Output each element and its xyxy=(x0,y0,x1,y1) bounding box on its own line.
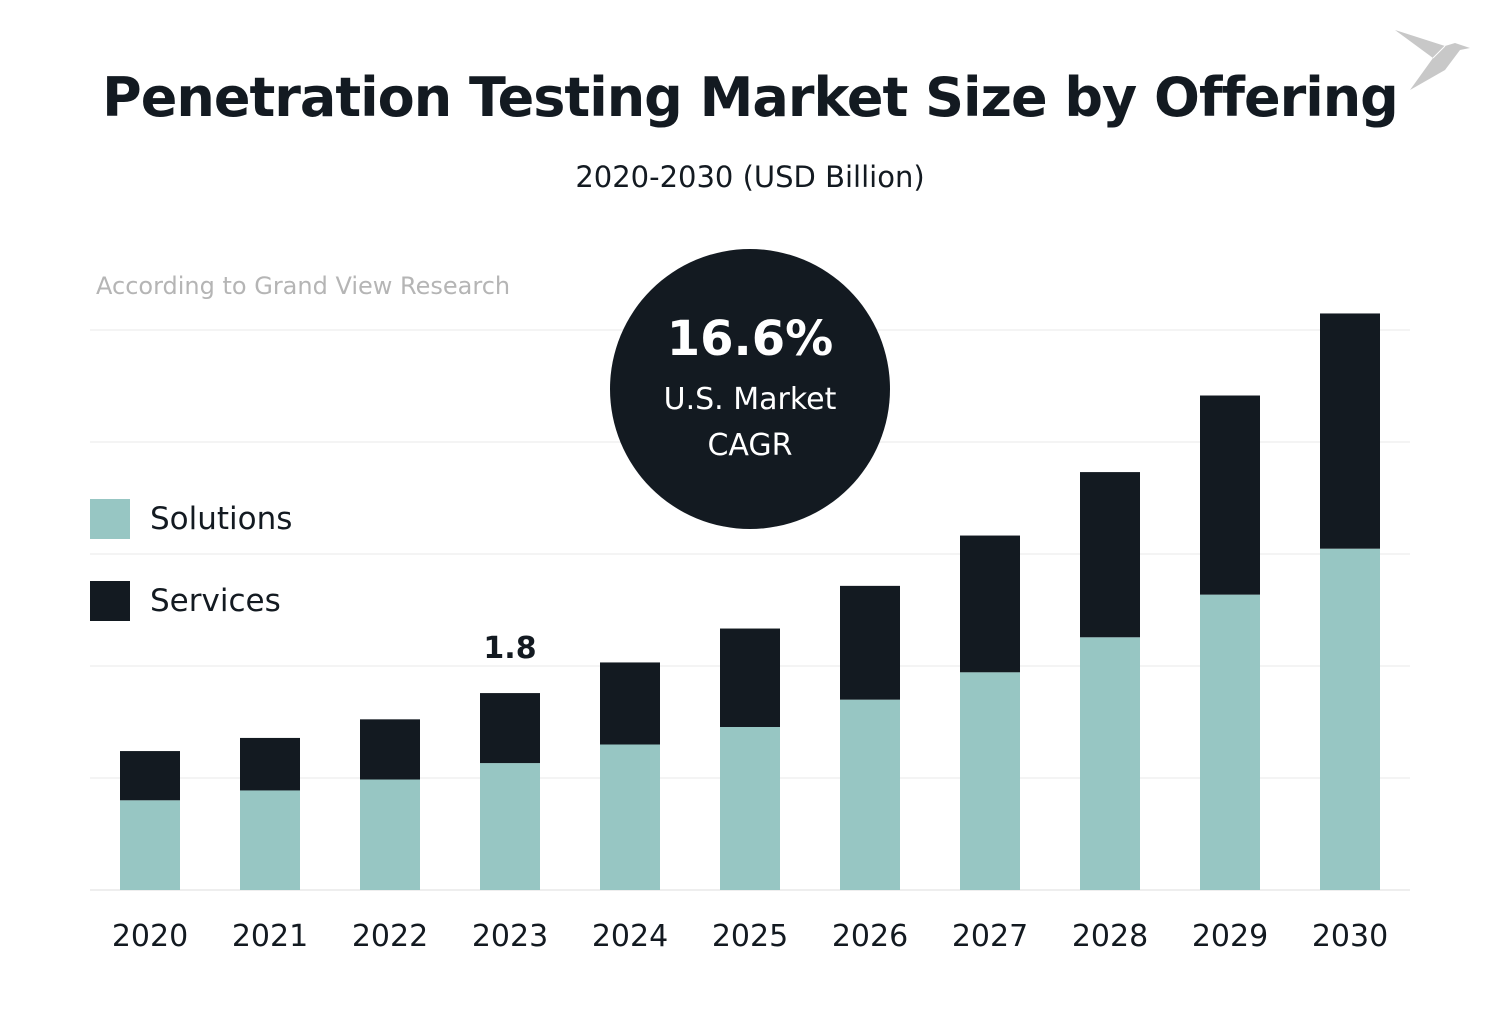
x-tick-label: 2026 xyxy=(832,919,908,954)
legend-label-services: Services xyxy=(150,583,281,619)
bar-solutions-2020 xyxy=(120,800,180,890)
x-tick-label: 2030 xyxy=(1312,919,1388,954)
bar-services-2020 xyxy=(120,751,180,801)
origami-bird-icon xyxy=(1395,30,1470,90)
x-tick-label: 2024 xyxy=(592,919,668,954)
bar-solutions-2023 xyxy=(480,763,540,890)
bar-services-2021 xyxy=(240,737,300,791)
x-tick-label: 2021 xyxy=(232,919,308,954)
data-label: 1.8 xyxy=(483,631,536,666)
chart-subtitle: 2020-2030 (USD Billion) xyxy=(575,160,925,194)
bar-solutions-2027 xyxy=(960,672,1020,890)
bar-services-2028 xyxy=(1080,472,1140,638)
source-note: According to Grand View Research xyxy=(96,272,511,300)
x-tick-label: 2025 xyxy=(712,919,788,954)
x-tick-label: 2028 xyxy=(1072,919,1148,954)
bar-services-2023 xyxy=(480,693,540,764)
bar-solutions-2024 xyxy=(600,744,660,890)
x-tick-label: 2020 xyxy=(112,919,188,954)
bar-solutions-2025 xyxy=(720,726,780,890)
bar-solutions-2022 xyxy=(360,779,420,890)
cagr-label: U.S. Market CAGR xyxy=(663,382,837,463)
x-tick-label: 2029 xyxy=(1192,919,1268,954)
bar-services-2030 xyxy=(1320,313,1380,549)
x-tick-label: 2022 xyxy=(352,919,428,954)
x-tick-label: 2027 xyxy=(952,919,1028,954)
cagr-value: 16.6% xyxy=(666,311,834,367)
bar-services-2022 xyxy=(360,719,420,780)
legend-label-solutions: Solutions xyxy=(150,501,293,537)
bar-solutions-2026 xyxy=(840,699,900,890)
x-tick-label: 2023 xyxy=(472,919,548,954)
bar-solutions-2028 xyxy=(1080,637,1140,890)
bar-services-2026 xyxy=(840,585,900,700)
cagr-bubble: 16.6% U.S. Market CAGR xyxy=(610,249,890,529)
bar-solutions-2030 xyxy=(1320,548,1380,890)
bar-services-2024 xyxy=(600,662,660,745)
bar-solutions-2029 xyxy=(1200,594,1260,890)
legend-item-solutions: Solutions xyxy=(90,499,292,539)
bar-services-2029 xyxy=(1200,395,1260,595)
legend-swatch-solutions xyxy=(90,499,130,539)
legend-item-services: Services xyxy=(90,581,281,621)
bar-services-2025 xyxy=(720,628,780,727)
bar-services-2027 xyxy=(960,535,1020,673)
legend-swatch-services xyxy=(90,581,130,621)
chart-title: Penetration Testing Market Size by Offer… xyxy=(102,66,1399,129)
bar-solutions-2021 xyxy=(240,790,300,890)
